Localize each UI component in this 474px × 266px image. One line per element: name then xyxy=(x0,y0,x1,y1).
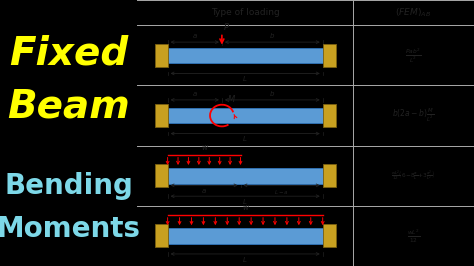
Text: B: B xyxy=(324,51,330,60)
Text: B: B xyxy=(324,231,330,240)
Text: Bending: Bending xyxy=(4,172,133,200)
Text: $\frac{Pab^2}{L^2}$: $\frac{Pab^2}{L^2}$ xyxy=(405,46,421,65)
Text: a: a xyxy=(192,91,197,97)
Text: Beam: Beam xyxy=(8,88,130,125)
Text: w: w xyxy=(201,143,207,152)
Text: A: A xyxy=(160,171,166,180)
Text: Fixed: Fixed xyxy=(9,34,128,72)
Bar xyxy=(155,164,168,187)
Bar xyxy=(323,44,336,67)
Text: L: L xyxy=(243,199,247,205)
Text: Moments: Moments xyxy=(0,215,141,243)
Text: $b(2a-b)\frac{M}{L^2}$: $b(2a-b)\frac{M}{L^2}$ xyxy=(392,107,435,124)
Text: w: w xyxy=(242,203,248,213)
Text: M: M xyxy=(228,95,235,104)
Bar xyxy=(168,48,323,63)
Text: $\frac{wL^2}{12}\!\left(6\!-\!8\frac{a}{L}\!+\!3\frac{a^2}{L^2}\right)$: $\frac{wL^2}{12}\!\left(6\!-\!8\frac{a}{… xyxy=(391,168,436,183)
Text: b: b xyxy=(270,34,274,39)
Bar xyxy=(168,168,323,184)
Text: $\frac{wL^2}{12}$: $\frac{wL^2}{12}$ xyxy=(407,227,420,245)
Bar xyxy=(155,104,168,127)
Text: a: a xyxy=(192,34,197,39)
Text: B: B xyxy=(324,171,330,180)
Bar xyxy=(323,104,336,127)
Text: L: L xyxy=(243,257,247,263)
Bar xyxy=(155,225,168,247)
Bar xyxy=(168,228,323,244)
Text: L: L xyxy=(243,76,247,82)
Bar xyxy=(168,108,323,123)
Text: A: A xyxy=(160,231,166,240)
Bar xyxy=(155,44,168,67)
Text: A: A xyxy=(160,111,166,120)
Text: b: b xyxy=(270,91,274,97)
Bar xyxy=(323,164,336,187)
Text: Type of loading: Type of loading xyxy=(211,8,280,17)
Text: $(FEM)_{AB}$: $(FEM)_{AB}$ xyxy=(395,6,431,19)
Bar xyxy=(323,225,336,247)
Text: P: P xyxy=(224,23,228,32)
Text: L: L xyxy=(243,136,247,142)
Text: a: a xyxy=(202,188,206,194)
Text: $L-a$: $L-a$ xyxy=(274,188,289,196)
Text: B: B xyxy=(324,111,330,120)
Text: A: A xyxy=(160,51,166,60)
